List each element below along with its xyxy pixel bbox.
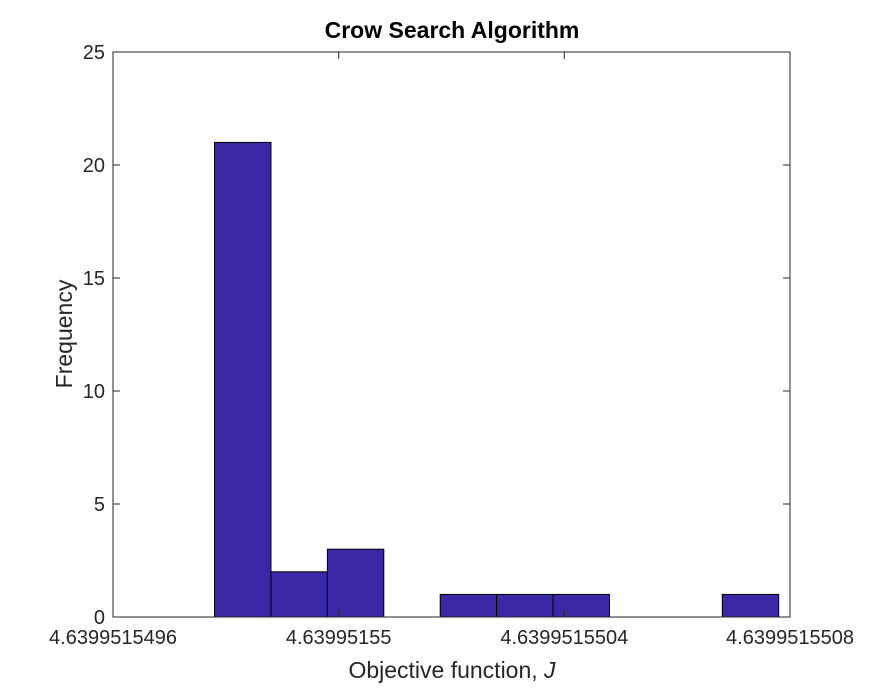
- histogram-bar: [270, 571, 328, 618]
- histogram-bar: [439, 593, 498, 618]
- y-axis-label: Frequency: [51, 279, 77, 388]
- y-tick-label: 25: [83, 42, 105, 64]
- x-axis-ticks: 4.6399515496 4.63995155 4.6399515504 4.6399…: [49, 52, 854, 649]
- x-tick-label: 4.6399515508: [726, 627, 854, 649]
- y-axis-ticks: 0 5 10 15 20 25: [83, 42, 790, 629]
- histogram-bar: [214, 141, 272, 618]
- histogram-bar: [326, 548, 385, 618]
- x-tick-label: 4.6399515496: [49, 627, 177, 649]
- x-axis-label-text: Objective function,: [348, 657, 544, 683]
- x-axis-label: Objective function, J: [348, 657, 556, 683]
- x-tick-label: 4.63995155: [286, 627, 392, 649]
- y-tick-label: 5: [94, 494, 105, 516]
- y-tick-label: 20: [83, 155, 105, 177]
- y-tick-label: 10: [83, 381, 105, 403]
- histogram-bar: [721, 593, 780, 618]
- axes-box: [112, 51, 791, 618]
- histogram-bar: [552, 593, 610, 618]
- y-tick-label: 15: [83, 268, 105, 290]
- x-tick-label: 4.6399515504: [500, 627, 628, 649]
- x-axis-label-symbol: J: [543, 657, 556, 683]
- chart-title: Crow Search Algorithm: [325, 17, 580, 43]
- histogram-bars: [214, 141, 780, 618]
- histogram-bar: [496, 593, 554, 618]
- y-tick-label: 0: [94, 607, 105, 629]
